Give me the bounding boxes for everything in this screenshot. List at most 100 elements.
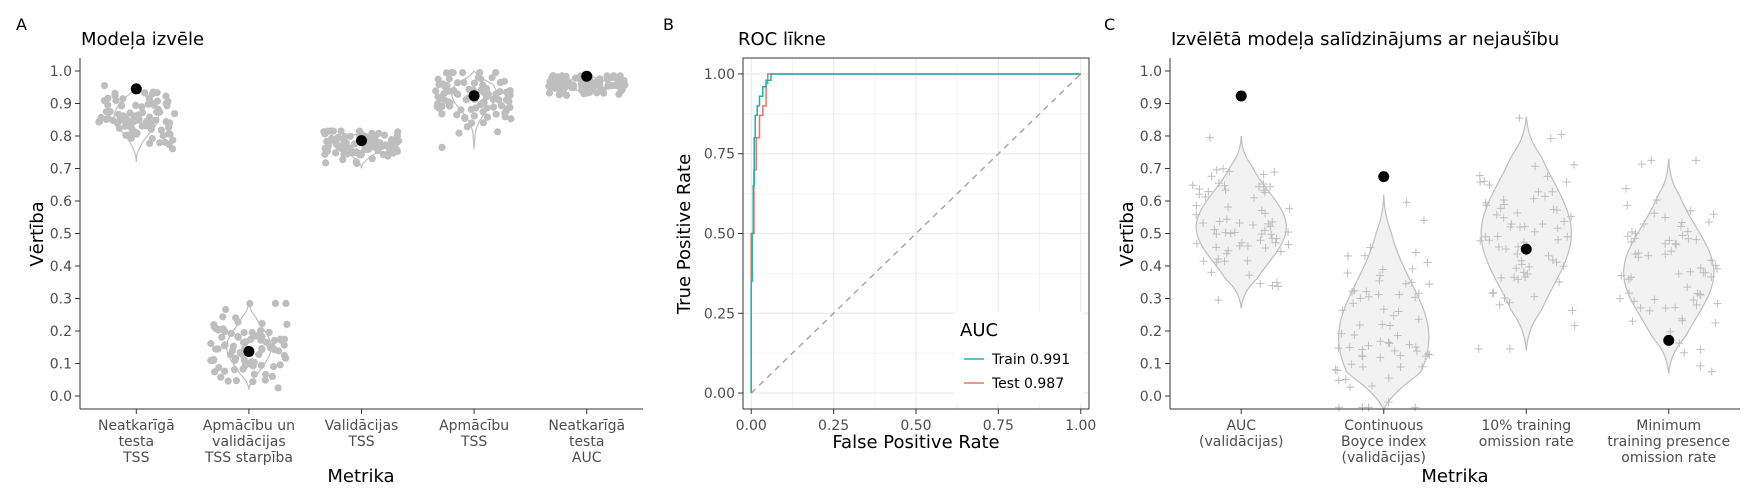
data-point [1627, 237, 1636, 246]
data-point [321, 130, 329, 138]
data-point [234, 333, 242, 341]
data-point [149, 88, 157, 96]
data-point [477, 75, 485, 83]
data-point [1493, 232, 1502, 241]
data-point [1220, 257, 1229, 266]
panel-a-y-label: Vērtība [27, 201, 48, 266]
data-point [1374, 290, 1383, 299]
panel-c-violins [1195, 116, 1715, 411]
panel-b-tag: B [663, 15, 674, 34]
data-point [1378, 320, 1387, 329]
data-point [1364, 403, 1373, 412]
data-point [1678, 231, 1687, 240]
data-point [581, 86, 590, 95]
data-point [482, 93, 491, 101]
data-point [1225, 167, 1234, 176]
x-tick-label: (validācijas) [1342, 450, 1426, 466]
data-point [1411, 293, 1420, 302]
data-point [1396, 362, 1405, 371]
data-point [380, 131, 389, 139]
data-point [164, 97, 172, 106]
data-point [1396, 351, 1405, 360]
data-point [1214, 179, 1223, 188]
panel-a-points [95, 69, 629, 392]
data-point [550, 75, 559, 83]
data-point [448, 69, 456, 77]
data-point [207, 356, 215, 364]
data-point [271, 299, 279, 307]
data-point [1553, 224, 1562, 233]
data-point [1544, 251, 1553, 260]
data-point [1192, 239, 1201, 248]
data-point [1552, 258, 1561, 267]
data-point [1272, 234, 1281, 243]
x-tick-label: TSS starpība [204, 450, 293, 466]
y-tick-label: 0.6 [1140, 194, 1162, 210]
data-point [1661, 304, 1670, 313]
data-point [214, 345, 222, 353]
data-point [445, 101, 454, 109]
data-point [1385, 339, 1394, 348]
data-point [212, 325, 220, 333]
data-point [131, 128, 139, 136]
x-tick-label: testa [569, 434, 604, 450]
data-point [545, 89, 554, 97]
data-point [618, 85, 626, 94]
panel-b-roc-curves [750, 73, 1081, 393]
data-point [1366, 243, 1375, 252]
data-point [603, 72, 611, 80]
data-point [619, 80, 627, 88]
violin-3 [1480, 116, 1573, 351]
legend-train-label: Train 0.991 [991, 352, 1070, 368]
y-tick-label: 0.4 [1140, 259, 1162, 275]
data-point [1346, 383, 1355, 392]
data-point [1384, 338, 1393, 347]
data-point [1266, 182, 1275, 191]
data-point [1530, 292, 1539, 301]
data-point [1500, 200, 1509, 209]
data-point [1235, 219, 1244, 228]
data-point [218, 333, 226, 341]
data-point [1505, 298, 1514, 307]
data-point [462, 96, 470, 104]
panel-b: B ROC līkne 0.00 0.25 0.50 0.75 1.00 0.00 0.2… [663, 15, 1096, 453]
data-point [1692, 300, 1701, 309]
data-point [437, 94, 445, 102]
selected-model-point [356, 135, 367, 147]
data-point [324, 142, 332, 150]
data-point [1243, 256, 1252, 265]
data-point [1414, 315, 1423, 324]
data-point [1552, 206, 1561, 215]
data-point [1390, 346, 1399, 355]
data-point [496, 88, 504, 96]
data-point [1623, 232, 1632, 241]
y-tick-label: 0.4 [50, 259, 72, 275]
data-point [1696, 263, 1705, 272]
data-point [231, 354, 240, 362]
data-point [1221, 186, 1230, 195]
data-point [1259, 180, 1268, 189]
x-tick-label: validācijas [212, 434, 285, 450]
data-point [445, 75, 453, 83]
data-point [1260, 188, 1269, 197]
data-point [1480, 177, 1489, 186]
data-point [1675, 339, 1684, 348]
data-point [127, 134, 135, 142]
data-point [1513, 208, 1522, 217]
data-point [1683, 227, 1692, 236]
data-point [1485, 236, 1494, 245]
data-point [1672, 240, 1681, 249]
data-point [1226, 229, 1235, 238]
data-point [1671, 303, 1680, 312]
data-point [1502, 245, 1511, 254]
data-point [250, 370, 258, 378]
data-point [115, 124, 123, 132]
data-point [368, 155, 376, 163]
data-point [1285, 204, 1294, 213]
data-point [1408, 264, 1417, 273]
data-point [1474, 344, 1483, 353]
data-point [280, 351, 288, 360]
data-point [162, 118, 170, 126]
data-point [375, 139, 383, 147]
data-point [1224, 203, 1233, 212]
